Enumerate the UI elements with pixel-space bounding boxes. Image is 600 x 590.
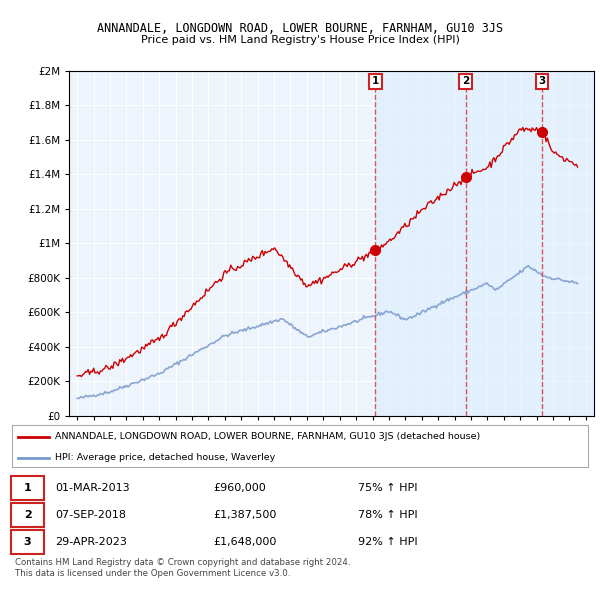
Text: 1: 1: [23, 483, 31, 493]
Text: £1,648,000: £1,648,000: [214, 537, 277, 547]
Text: 1: 1: [371, 76, 379, 86]
FancyBboxPatch shape: [11, 476, 44, 500]
Text: 01-MAR-2013: 01-MAR-2013: [55, 483, 130, 493]
Text: 3: 3: [24, 537, 31, 547]
Bar: [542, 71, 594, 416]
Bar: [376, 71, 466, 416]
Text: 2: 2: [23, 510, 31, 520]
Text: 07-SEP-2018: 07-SEP-2018: [55, 510, 126, 520]
Text: Contains HM Land Registry data © Crown copyright and database right 2024.: Contains HM Land Registry data © Crown c…: [15, 558, 350, 566]
Text: HPI: Average price, detached house, Waverley: HPI: Average price, detached house, Wave…: [55, 454, 275, 463]
Text: Price paid vs. HM Land Registry's House Price Index (HPI): Price paid vs. HM Land Registry's House …: [140, 35, 460, 45]
FancyBboxPatch shape: [11, 503, 44, 527]
Text: 2: 2: [462, 76, 469, 86]
Text: 29-APR-2023: 29-APR-2023: [55, 537, 127, 547]
Text: £1,387,500: £1,387,500: [214, 510, 277, 520]
Text: ANNANDALE, LONGDOWN ROAD, LOWER BOURNE, FARNHAM, GU10 3JS: ANNANDALE, LONGDOWN ROAD, LOWER BOURNE, …: [97, 22, 503, 35]
Text: ANNANDALE, LONGDOWN ROAD, LOWER BOURNE, FARNHAM, GU10 3JS (detached house): ANNANDALE, LONGDOWN ROAD, LOWER BOURNE, …: [55, 432, 481, 441]
Text: 3: 3: [538, 76, 545, 86]
FancyBboxPatch shape: [11, 530, 44, 554]
Text: 92% ↑ HPI: 92% ↑ HPI: [358, 537, 417, 547]
Text: 75% ↑ HPI: 75% ↑ HPI: [358, 483, 417, 493]
Text: 78% ↑ HPI: 78% ↑ HPI: [358, 510, 417, 520]
Bar: [466, 71, 542, 416]
Text: This data is licensed under the Open Government Licence v3.0.: This data is licensed under the Open Gov…: [15, 569, 290, 578]
Text: £960,000: £960,000: [214, 483, 266, 493]
